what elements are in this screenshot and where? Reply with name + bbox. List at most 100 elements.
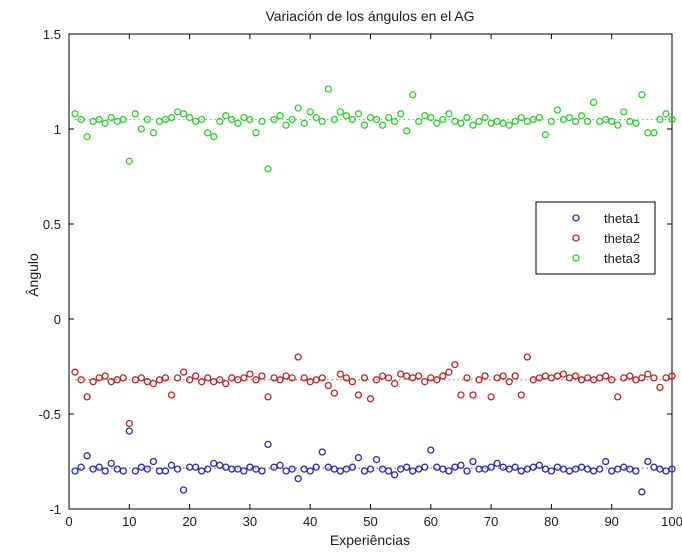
theta2-point: [89, 378, 97, 386]
theta2-point: [161, 374, 170, 382]
theta3-point: [650, 129, 658, 137]
theta2-point: [324, 381, 332, 390]
theta3-point: [300, 119, 308, 127]
theta3-point: [415, 117, 423, 126]
y-tick-label: 1.5: [43, 27, 61, 42]
theta2-point: [559, 370, 568, 378]
theta3-point: [234, 119, 242, 127]
theta2-point: [125, 419, 133, 428]
theta3-point: [511, 117, 519, 126]
theta3-point: [348, 115, 357, 124]
theta3-point: [614, 121, 622, 129]
theta1-point: [125, 427, 133, 435]
theta3-point: [282, 121, 290, 129]
theta2-point: [638, 374, 646, 382]
x-tick-label: 10: [122, 514, 136, 529]
theta3-point: [427, 113, 435, 122]
theta1-legend-marker: [572, 214, 580, 222]
theta3-point: [457, 119, 465, 127]
theta3-point: [222, 112, 230, 120]
theta3-point: [547, 117, 556, 126]
theta3-point: [577, 112, 586, 120]
theta1-point: [240, 467, 248, 475]
theta3-point: [384, 113, 393, 122]
theta1-point: [95, 463, 103, 471]
x-tick-label: 80: [544, 514, 558, 529]
theta2-point: [185, 376, 194, 384]
theta1-point: [354, 454, 363, 462]
theta2-point: [348, 378, 357, 386]
theta2-point: [222, 379, 230, 388]
y-tick-label: 1: [54, 122, 61, 137]
theta2-point: [505, 378, 513, 386]
theta3-point: [608, 117, 616, 126]
theta2-point: [318, 374, 326, 382]
theta1-point: [638, 488, 646, 496]
theta1-point: [457, 461, 465, 469]
theta2-point: [499, 372, 507, 380]
theta1-point: [306, 467, 314, 475]
theta1-point: [318, 448, 326, 456]
y-axis-label: Ângulo: [25, 253, 41, 297]
theta3-point: [330, 115, 338, 124]
x-tick-label: 40: [303, 514, 317, 529]
theta1-point: [191, 463, 200, 471]
theta3-point: [71, 110, 79, 118]
theta2-point: [421, 378, 429, 386]
theta3-point: [95, 115, 103, 124]
theta2-point: [83, 393, 91, 401]
x-tick-label: 50: [363, 514, 377, 529]
theta1-point: [119, 467, 127, 475]
theta3-point: [372, 115, 381, 124]
theta1-point: [421, 463, 429, 471]
theta3-point: [409, 91, 417, 99]
theta1-point: [312, 463, 320, 471]
theta3-point: [505, 121, 513, 129]
theta2-point: [204, 374, 212, 382]
theta2-point: [602, 372, 610, 380]
theta1-point: [595, 465, 604, 473]
y-tick-label: -1: [49, 502, 61, 517]
theta2-point: [119, 374, 127, 382]
theta2-point: [137, 374, 146, 382]
theta1-point: [493, 459, 501, 468]
theta2-point: [294, 353, 302, 361]
theta3-point: [318, 117, 326, 126]
theta1-point: [668, 465, 676, 473]
theta3-point: [264, 165, 272, 173]
legend-box: [535, 201, 656, 275]
theta2-point: [439, 372, 447, 380]
theta2-point: [149, 379, 158, 388]
theta1-point: [179, 486, 188, 494]
theta3-point: [270, 115, 278, 124]
theta1-point: [83, 452, 91, 460]
theta3-point: [210, 132, 218, 141]
theta3-point: [403, 127, 411, 135]
theta2-point: [656, 383, 664, 392]
theta2-point: [650, 374, 658, 382]
theta2-point: [451, 360, 459, 369]
theta3-point: [668, 115, 676, 124]
theta2-point: [433, 376, 441, 384]
theta3-point: [342, 112, 351, 120]
theta2-point: [246, 370, 254, 378]
theta3-point: [306, 108, 314, 116]
theta3-point: [101, 119, 109, 127]
theta2-point: [276, 376, 284, 384]
theta3-point: [167, 113, 176, 122]
theta2-point: [668, 372, 676, 380]
theta3-point: [216, 117, 224, 126]
x-tick-label: 100: [661, 514, 682, 529]
theta3-point: [656, 115, 664, 124]
theta3-point: [535, 113, 543, 122]
theta2-point: [517, 391, 525, 399]
theta2-point: [101, 372, 109, 380]
theta2-point: [198, 378, 206, 386]
chart-title: Variación de los ángulos en el AG: [265, 8, 474, 24]
theta2-point: [240, 374, 248, 382]
theta2-point: [216, 376, 224, 384]
theta1-point: [372, 455, 381, 464]
theta3-legend-label: theta3: [604, 251, 640, 266]
theta1-point: [366, 465, 375, 473]
